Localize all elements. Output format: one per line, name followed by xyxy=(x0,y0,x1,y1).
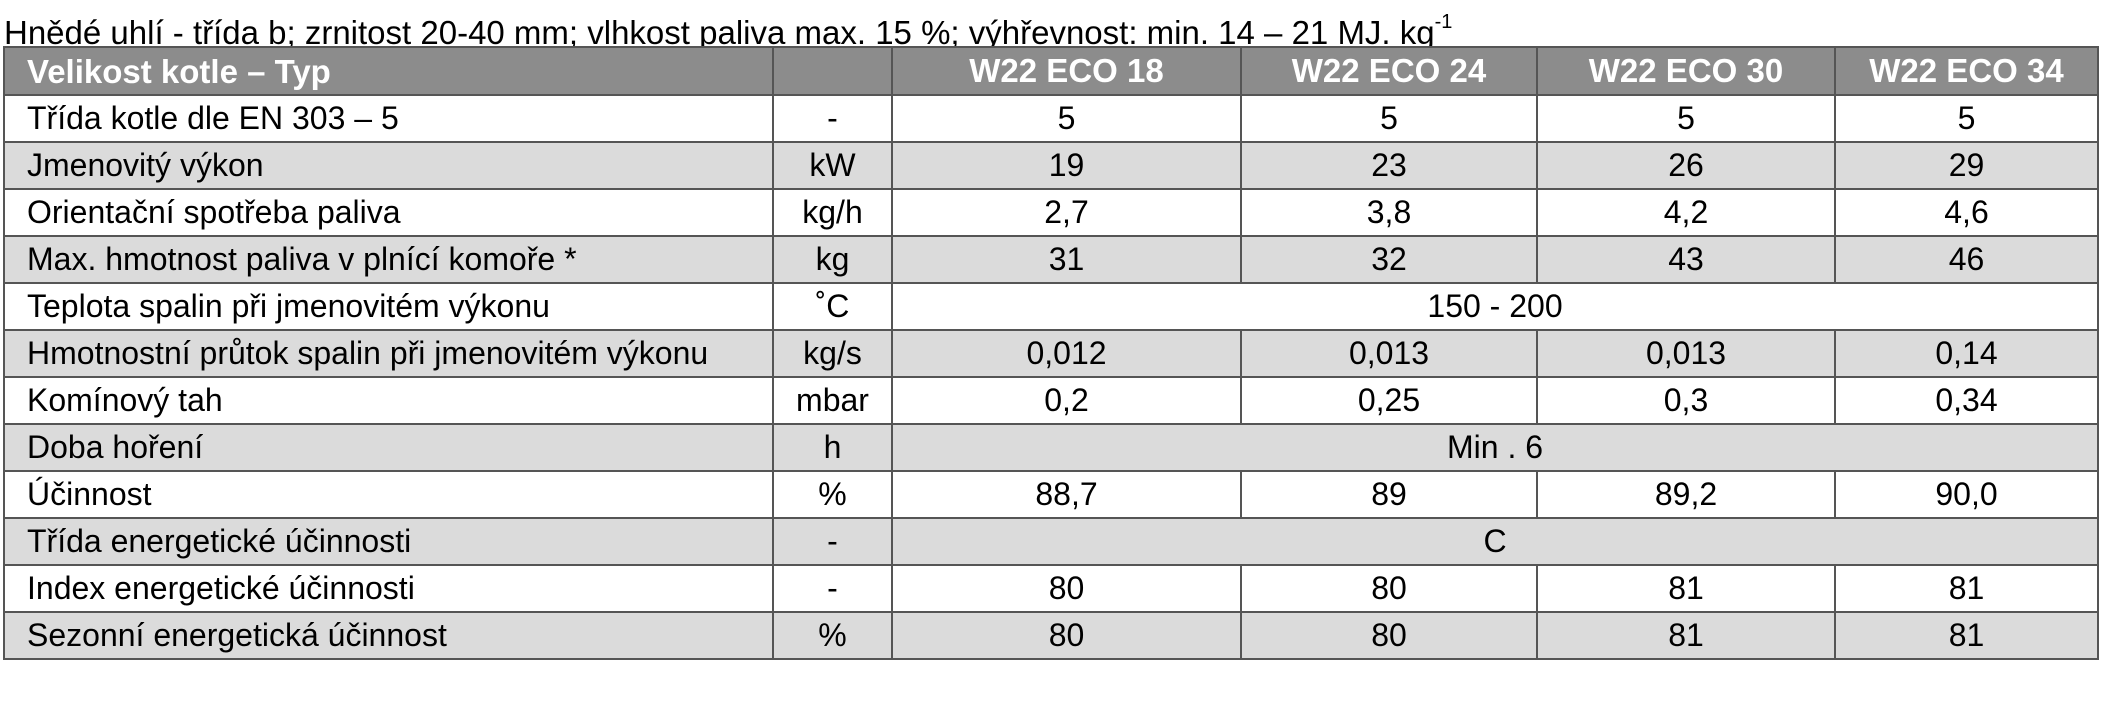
header-unit xyxy=(772,46,893,96)
row-value: 90,0 xyxy=(1834,470,2099,519)
row-value: 5 xyxy=(1536,94,1836,143)
row-parameter: Sezonní energetická účinnost xyxy=(3,611,774,660)
header-model-30: W22 ECO 30 xyxy=(1536,46,1836,96)
row-value: 88,7 xyxy=(891,470,1242,519)
row-unit: - xyxy=(772,517,893,566)
row-value: 19 xyxy=(891,141,1242,190)
table-row: Doba hoření h Min . 6 xyxy=(3,423,2099,472)
row-value: 2,7 xyxy=(891,188,1242,237)
table-row: Komínový tah mbar 0,2 0,25 0,3 0,34 xyxy=(3,376,2099,425)
row-unit: kg/s xyxy=(772,329,893,378)
row-parameter: Max. hmotnost paliva v plnící komoře * xyxy=(3,235,774,284)
row-value: 5 xyxy=(1834,94,2099,143)
row-value: 80 xyxy=(1240,564,1538,613)
table-row: Index energetické účinnosti - 80 80 81 8… xyxy=(3,564,2099,613)
table-header-row: Velikost kotle – Typ W22 ECO 18 W22 ECO … xyxy=(3,46,2099,96)
row-value: 0,012 xyxy=(891,329,1242,378)
row-unit: h xyxy=(772,423,893,472)
row-value: 0,14 xyxy=(1834,329,2099,378)
row-value: 5 xyxy=(1240,94,1538,143)
row-value: 0,34 xyxy=(1834,376,2099,425)
table-row: Sezonní energetická účinnost % 80 80 81 … xyxy=(3,611,2099,660)
row-parameter: Třída kotle dle EN 303 – 5 xyxy=(3,94,774,143)
row-unit: ˚C xyxy=(772,282,893,331)
row-parameter: Hmotnostní průtok spalin při jmenovitém … xyxy=(3,329,774,378)
row-value: 26 xyxy=(1536,141,1836,190)
row-value: 0,013 xyxy=(1240,329,1538,378)
row-value: 4,6 xyxy=(1834,188,2099,237)
row-unit: kg/h xyxy=(772,188,893,237)
header-parameter: Velikost kotle – Typ xyxy=(3,46,774,96)
row-parameter: Komínový tah xyxy=(3,376,774,425)
row-value: 81 xyxy=(1834,564,2099,613)
row-merged-value: C xyxy=(891,517,2099,566)
table-row: Jmenovitý výkon kW 19 23 26 29 xyxy=(3,141,2099,190)
row-value: 81 xyxy=(1536,564,1836,613)
row-value: 0,2 xyxy=(891,376,1242,425)
row-value: 80 xyxy=(891,611,1242,660)
row-value: 29 xyxy=(1834,141,2099,190)
row-value: 46 xyxy=(1834,235,2099,284)
row-value: 0,3 xyxy=(1536,376,1836,425)
row-unit: % xyxy=(772,470,893,519)
row-value: 0,013 xyxy=(1536,329,1836,378)
row-value: 4,2 xyxy=(1536,188,1836,237)
row-value: 81 xyxy=(1834,611,2099,660)
row-value: 5 xyxy=(891,94,1242,143)
caption-text: Hnědé uhlí - třída b; zrnitost 20-40 mm;… xyxy=(4,14,1435,51)
row-value: 32 xyxy=(1240,235,1538,284)
row-merged-value: 150 - 200 xyxy=(891,282,2099,331)
boiler-spec-table: Velikost kotle – Typ W22 ECO 18 W22 ECO … xyxy=(3,46,2099,660)
row-unit: mbar xyxy=(772,376,893,425)
row-unit: % xyxy=(772,611,893,660)
row-parameter: Jmenovitý výkon xyxy=(3,141,774,190)
row-merged-value: Min . 6 xyxy=(891,423,2099,472)
table-row: Max. hmotnost paliva v plnící komoře * k… xyxy=(3,235,2099,284)
table-caption: Hnědé uhlí - třída b; zrnitost 20-40 mm;… xyxy=(4,6,1453,51)
row-value: 3,8 xyxy=(1240,188,1538,237)
header-model-24: W22 ECO 24 xyxy=(1240,46,1538,96)
row-unit: kW xyxy=(772,141,893,190)
row-parameter: Index energetické účinnosti xyxy=(3,564,774,613)
table-row: Účinnost % 88,7 89 89,2 90,0 xyxy=(3,470,2099,519)
row-parameter: Doba hoření xyxy=(3,423,774,472)
row-unit: - xyxy=(772,564,893,613)
table-row: Teplota spalin při jmenovitém výkonu ˚C … xyxy=(3,282,2099,331)
table-row: Orientační spotřeba paliva kg/h 2,7 3,8 … xyxy=(3,188,2099,237)
row-value: 89 xyxy=(1240,470,1538,519)
table-row: Hmotnostní průtok spalin při jmenovitém … xyxy=(3,329,2099,378)
row-value: 31 xyxy=(891,235,1242,284)
row-value: 89,2 xyxy=(1536,470,1836,519)
table-row: Třída kotle dle EN 303 – 5 - 5 5 5 5 xyxy=(3,94,2099,143)
row-parameter: Účinnost xyxy=(3,470,774,519)
row-value: 43 xyxy=(1536,235,1836,284)
row-parameter: Teplota spalin při jmenovitém výkonu xyxy=(3,282,774,331)
row-parameter: Třída energetické účinnosti xyxy=(3,517,774,566)
header-model-34: W22 ECO 34 xyxy=(1834,46,2099,96)
row-unit: - xyxy=(772,94,893,143)
row-parameter: Orientační spotřeba paliva xyxy=(3,188,774,237)
row-value: 23 xyxy=(1240,141,1538,190)
row-value: 0,25 xyxy=(1240,376,1538,425)
table-row: Třída energetické účinnosti - C xyxy=(3,517,2099,566)
row-value: 80 xyxy=(891,564,1242,613)
row-unit: kg xyxy=(772,235,893,284)
row-value: 81 xyxy=(1536,611,1836,660)
row-value: 80 xyxy=(1240,611,1538,660)
caption-superscript: -1 xyxy=(1434,11,1453,33)
header-model-18: W22 ECO 18 xyxy=(891,46,1242,96)
